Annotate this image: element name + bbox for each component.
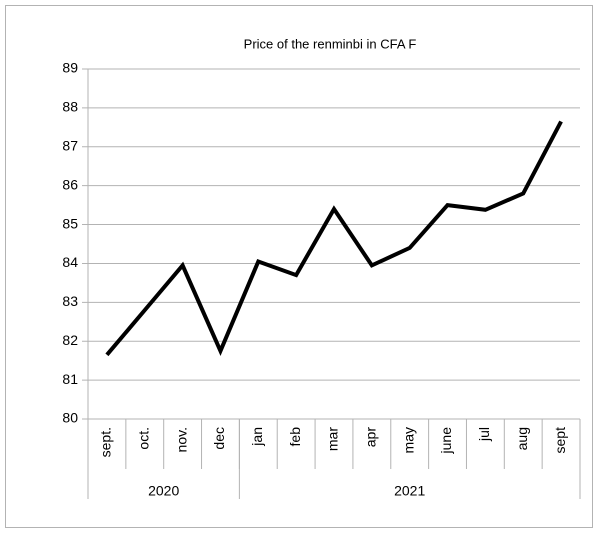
- y-tick-label: 80: [62, 410, 78, 426]
- group-label: 2021: [394, 483, 425, 499]
- x-tick-label: sept.: [98, 427, 114, 457]
- y-tick-label: 86: [62, 176, 78, 192]
- x-tick-label: dec: [211, 427, 227, 450]
- y-tick-label: 88: [62, 99, 78, 115]
- group-label: 2020: [148, 483, 179, 499]
- chart-title: Price of the renminbi in CFA F: [244, 36, 417, 51]
- y-tick-label: 85: [62, 215, 78, 231]
- y-tick-label: 83: [62, 293, 78, 309]
- data-line: [105, 120, 563, 357]
- x-tick-label: may: [400, 427, 416, 453]
- x-tick-label: apr: [363, 427, 379, 448]
- x-tick-label: june: [438, 427, 454, 455]
- x-tick-label: feb: [287, 427, 303, 447]
- x-tick-label: sept: [552, 427, 568, 454]
- x-tick-label: nov.: [173, 427, 189, 452]
- y-tick-label: 89: [62, 60, 78, 76]
- x-tick-label: jul: [476, 427, 492, 442]
- y-tick-label: 87: [62, 137, 78, 153]
- x-tick-label: oct.: [135, 427, 151, 450]
- y-tick-label: 84: [62, 254, 78, 270]
- y-tick-label: 81: [62, 371, 78, 387]
- y-tick-label: 82: [62, 332, 78, 348]
- x-tick-label: mar: [325, 427, 341, 451]
- x-tick-label: jan: [249, 427, 265, 447]
- x-tick-label: aug: [514, 427, 530, 450]
